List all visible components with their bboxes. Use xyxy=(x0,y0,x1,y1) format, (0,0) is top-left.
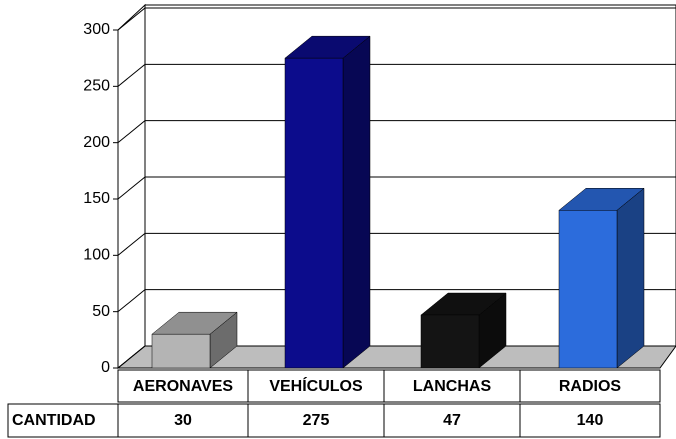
y-tick-label: 0 xyxy=(101,359,110,376)
y-tick-label: 50 xyxy=(92,303,110,320)
bar xyxy=(420,314,480,369)
value-cell: 275 xyxy=(303,412,330,429)
y-tick-label: 200 xyxy=(83,134,110,151)
series-name: CANTIDAD xyxy=(12,412,96,429)
y-tick-label: 250 xyxy=(83,78,110,95)
y-tick-label: 100 xyxy=(83,247,110,264)
bar xyxy=(284,57,344,369)
table-cell xyxy=(519,369,661,403)
category-label: RADIOS xyxy=(559,378,622,395)
value-cell: 47 xyxy=(443,412,461,429)
table-cell xyxy=(519,403,661,438)
side-wall xyxy=(117,3,146,370)
category-label: AERONAVES xyxy=(133,378,233,395)
category-label: VEHÍCULOS xyxy=(269,376,363,395)
bar xyxy=(151,333,211,369)
value-cell: 140 xyxy=(577,412,604,429)
bar-side xyxy=(616,187,645,369)
y-tick-label: 150 xyxy=(83,190,110,207)
bar-side xyxy=(342,35,371,369)
value-cell: 30 xyxy=(174,412,192,429)
data-table: CANTIDAD AERONAVES 30 VEHÍCULOS 275 LANCHAS 47… xyxy=(7,369,661,438)
bar xyxy=(558,210,618,369)
y-tick-label: 300 xyxy=(83,21,110,38)
category-label: LANCHAS xyxy=(413,378,492,395)
